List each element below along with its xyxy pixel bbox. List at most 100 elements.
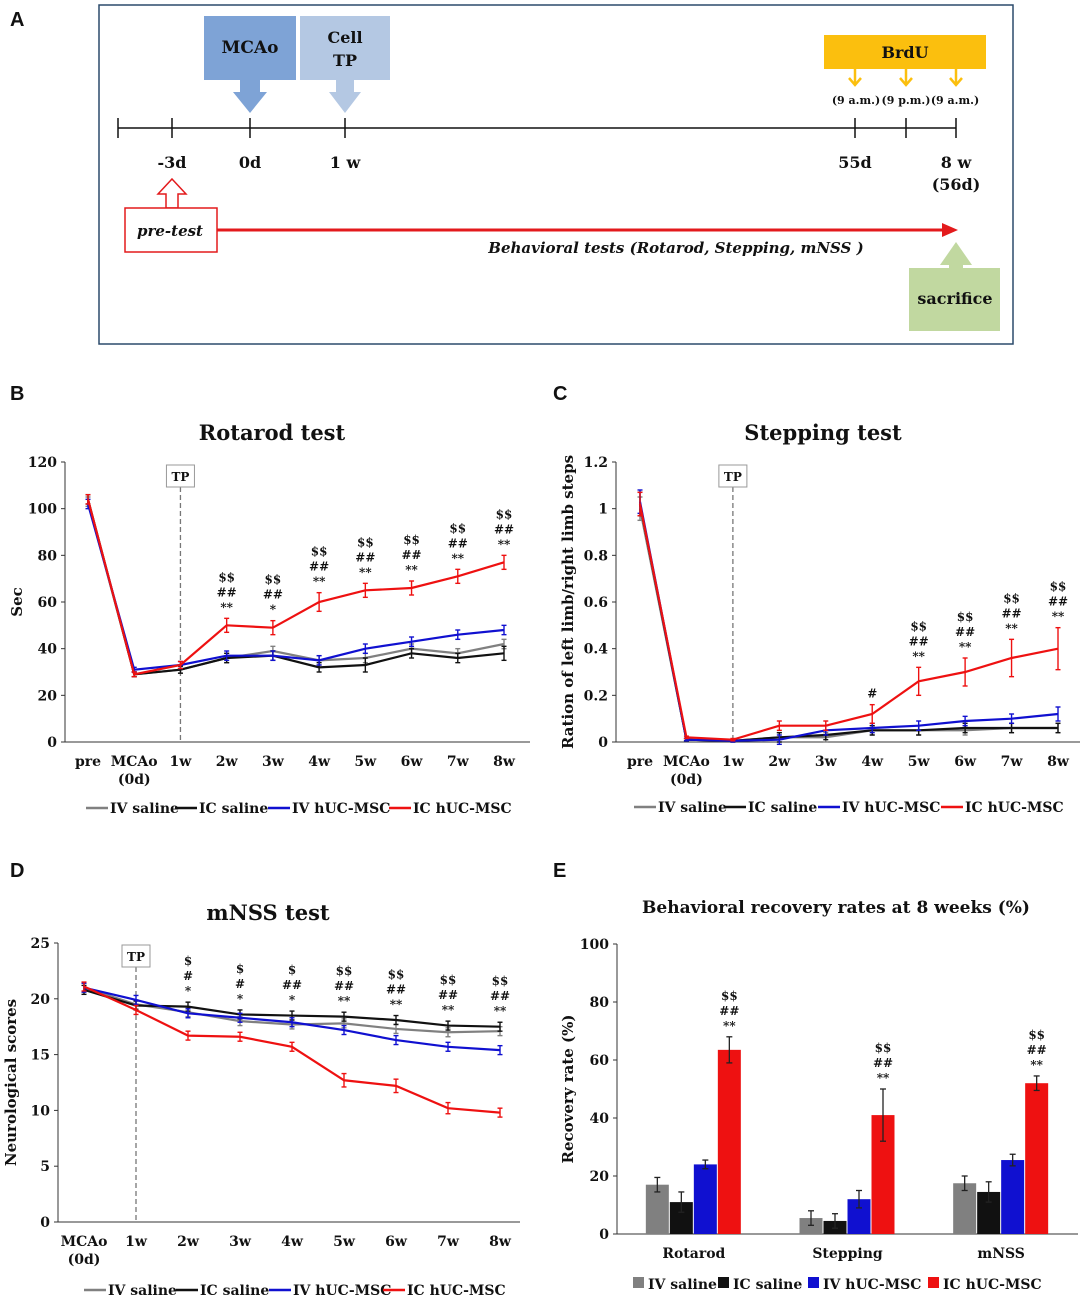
stepping-annotation-8w: ** [1052,610,1065,624]
rotarod-annotation-7w: ** [451,551,464,565]
rotarod-annotation-5w: ## [355,550,375,564]
brdu-box [824,35,986,69]
stepping-legend-label-iv-huc-msc: IV hUC-MSC [842,800,940,816]
mnss-y-tick-label: 5 [40,1159,50,1175]
pretest-label: pre-test [137,222,203,240]
rotarod-title: Rotarod test [199,420,346,445]
recovery-y-tick-label: 20 [590,1169,610,1185]
stepping-annotation-6w: ## [955,625,975,639]
brdu-label: BrdU [881,43,928,62]
rotarod-x-tick-label-6w: 6w [401,754,424,770]
stepping-y-tick-label: 0 [598,735,608,751]
recovery-bar-stepping-ic-huc-msc [871,1115,895,1234]
recovery-annotation-mnss: ## [1027,1043,1047,1057]
mnss-annotation-7w: $$ [440,973,457,987]
brdu-arrow-head-3-icon [949,77,963,87]
recovery-x-tick-label-rotarod: Rotarod [662,1246,725,1262]
recovery-y-tick-label: 0 [599,1227,609,1243]
rotarod-annotation-5w: $$ [357,535,374,549]
mnss-x-tick-label-4w: 4w [281,1234,304,1250]
rotarod-annotation-8w: ** [498,537,511,551]
rotarod-legend-label-iv-saline: IV saline [110,801,179,817]
rotarod-annotation-8w: $$ [496,507,513,521]
mnss-x-tick-label-3w: 3w [229,1234,252,1250]
stepping-x-tick-label-5w: 5w [908,754,931,770]
mnss-tp-label: TP [127,950,145,964]
rotarod-x-tick-label-3w: 3w [262,754,285,770]
mcao-arrow-icon [233,80,267,113]
cell-tp-box [300,16,390,80]
stepping-x-tick-label-6w: 6w [954,754,977,770]
rotarod-x-tick-label-4w: 4w [308,754,331,770]
mnss-annotation-6w: ** [390,998,403,1012]
pretest-arrow-icon [156,177,188,209]
rotarod-annotation-3w: ## [263,588,283,602]
rotarod-y-axis-label: Sec [8,587,26,617]
recovery-bar-rotarod-iv-huc-msc [693,1164,717,1234]
stepping-x-tick-label-8w: 8w [1047,754,1070,770]
panel-letter-a: A [10,9,24,31]
stepping-series-iv-saline [638,508,1058,742]
rotarod-chart: Rotarod test Sec 0 20 40 60 80 100 120 pre MCAo (0d… [8,420,530,817]
mnss-annotation-6w: $$ [388,968,405,982]
recovery-legend-swatch-ic-saline [718,1277,729,1288]
rotarod-series-iv-saline [86,501,505,676]
rotarod-y-tick-label: 40 [38,642,58,658]
recovery-legend-swatch-ic-huc-msc [928,1277,939,1288]
mnss-annotation-8w: ## [490,989,510,1003]
stepping-annotation-7w: $$ [1003,591,1020,605]
stepping-y-tick-label: 0.8 [584,548,608,564]
recovery-title: Behavioral recovery rates at 8 weeks (%) [642,898,1030,918]
recovery-annotation-rotarod: $$ [721,989,738,1003]
cell-tp-arrow-icon [329,80,361,113]
mnss-annotation-2w: $ [184,954,192,968]
panel-letter-d: D [10,860,24,882]
stepping-title: Stepping test [744,420,902,445]
recovery-y-tick-label: 80 [590,995,610,1011]
sacrifice-arrow-icon [940,242,972,268]
cell-tp-label: TP [333,51,357,70]
recovery-annotation-stepping: $$ [875,1041,892,1055]
recovery-annotation-rotarod: ** [723,1019,736,1033]
recovery-bar-rotarod-ic-saline [669,1202,693,1234]
recovery-legend-label-iv-saline: IV saline [648,1277,717,1293]
recovery-annotation-stepping: ## [873,1056,893,1070]
recovery-bar-mnss-ic-saline [977,1191,1001,1234]
timeline-axis [117,118,957,138]
recovery-annotation-stepping: ** [877,1071,890,1085]
mnss-y-tick-label: 0 [40,1215,50,1231]
recovery-x-tick-label-stepping: Stepping [812,1246,883,1262]
recovery-bar-stepping-iv-huc-msc [847,1199,871,1234]
mnss-legend-label-iv-saline: IV saline [108,1283,177,1299]
recovery-x-tick-label-mnss: mNSS [977,1246,1025,1262]
rotarod-tp-box [165,464,195,488]
mnss-annotation-7w: ## [438,988,458,1002]
mnss-x-tick-label-2w: 2w [177,1234,200,1250]
rotarod-annotation-4w: $$ [311,545,328,559]
stepping-annotation-5w: ** [912,649,925,663]
stepping-x-tick-label-7w: 7w [1001,754,1024,770]
recovery-y-tick-label: 60 [590,1053,610,1069]
mnss-y-tick-label: 25 [31,936,50,952]
mnss-x-tick-label-7w: 7w [437,1234,460,1250]
mnss-annotation-4w: $ [288,963,296,977]
rotarod-annotation-8w: ## [494,522,514,536]
mnss-legend-label-iv-huc-msc: IV hUC-MSC [293,1283,391,1299]
mnss-annotation-7w: ** [442,1003,455,1017]
stepping-x-tick-label-2w: 2w [768,754,791,770]
tick-label-0d: 0d [239,153,261,172]
rotarod-x-tick-label-8w: 8w [493,754,516,770]
mnss-y-tick-label: 20 [31,992,51,1008]
rotarod-series-iv-huc-msc [86,503,505,671]
brdu-arrows [848,69,963,87]
stepping-annotation-4w: # [867,687,877,701]
stepping-series-ic-huc-msc [638,503,1059,741]
stepping-y-tick-label: 0.4 [584,642,609,658]
mnss-title: mNSS test [206,900,329,925]
rotarod-x-tick-label-pre: pre [75,754,101,770]
stepping-x-tick-label-pre: pre [627,754,653,770]
panel-letter-b: B [10,383,24,405]
brdu-arrow-head-2-icon [899,77,913,87]
stepping-annotation-6w: ** [959,640,972,654]
